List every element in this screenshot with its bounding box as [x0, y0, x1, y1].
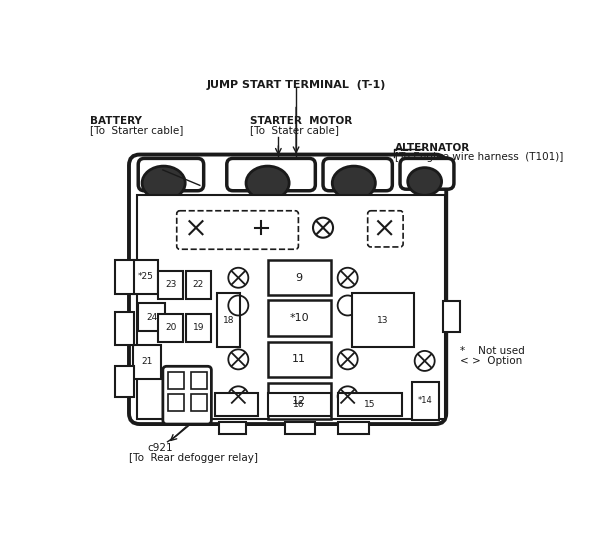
- Text: 23: 23: [165, 280, 176, 289]
- Bar: [267, 393, 331, 416]
- Bar: [115, 312, 133, 345]
- Bar: [186, 314, 210, 342]
- FancyBboxPatch shape: [323, 158, 392, 191]
- Text: [To  Stater cable]: [To Stater cable]: [250, 125, 339, 135]
- Bar: [267, 383, 331, 419]
- Text: ALTERNATOR: ALTERNATOR: [395, 143, 471, 153]
- Ellipse shape: [246, 166, 289, 200]
- Text: *    Not used: * Not used: [460, 345, 525, 355]
- FancyBboxPatch shape: [400, 158, 454, 189]
- FancyBboxPatch shape: [368, 211, 403, 247]
- FancyBboxPatch shape: [138, 158, 204, 191]
- Text: < >  Option: < > Option: [460, 355, 522, 366]
- FancyBboxPatch shape: [163, 366, 212, 424]
- FancyBboxPatch shape: [227, 158, 316, 191]
- Bar: [267, 342, 331, 377]
- Ellipse shape: [142, 166, 185, 200]
- Text: STARTER  MOTOR: STARTER MOTOR: [250, 116, 352, 126]
- Text: *14: *14: [418, 397, 433, 405]
- Text: 22: 22: [193, 280, 204, 289]
- Bar: [338, 393, 401, 416]
- Text: [To  Starter cable]: [To Starter cable]: [91, 125, 184, 135]
- Bar: [267, 260, 331, 295]
- Bar: [136, 195, 445, 419]
- Bar: [267, 300, 331, 336]
- Text: c921: c921: [147, 443, 173, 453]
- Text: 19: 19: [192, 323, 204, 332]
- Bar: [217, 293, 240, 347]
- Bar: [412, 382, 439, 420]
- Ellipse shape: [332, 166, 376, 200]
- Text: BATTERY: BATTERY: [91, 116, 142, 126]
- FancyBboxPatch shape: [129, 155, 446, 424]
- Ellipse shape: [407, 168, 442, 195]
- Text: *25: *25: [138, 272, 153, 282]
- Text: 13: 13: [377, 316, 389, 324]
- Bar: [443, 301, 460, 332]
- Bar: [284, 422, 316, 434]
- Text: 9: 9: [296, 273, 303, 283]
- Text: 16: 16: [293, 400, 305, 409]
- Text: 21: 21: [141, 357, 153, 366]
- Text: [To  Rear defogger relay]: [To Rear defogger relay]: [129, 453, 258, 463]
- Bar: [219, 422, 246, 434]
- Bar: [138, 303, 165, 331]
- Text: 12: 12: [292, 396, 307, 406]
- Text: 20: 20: [165, 323, 176, 332]
- Bar: [133, 260, 158, 294]
- Bar: [115, 366, 133, 397]
- Text: 18: 18: [222, 316, 234, 324]
- Bar: [133, 345, 161, 378]
- Bar: [168, 372, 185, 389]
- Bar: [352, 293, 414, 347]
- Text: [To Engine wire harness  (T101)]: [To Engine wire harness (T101)]: [395, 152, 564, 162]
- Bar: [168, 394, 185, 411]
- Text: 24: 24: [146, 312, 157, 322]
- Text: 11: 11: [292, 354, 306, 364]
- Bar: [191, 372, 207, 389]
- Bar: [191, 394, 207, 411]
- Bar: [115, 260, 133, 294]
- Bar: [215, 393, 258, 416]
- Text: *10: *10: [289, 313, 309, 323]
- Bar: [158, 314, 183, 342]
- Bar: [338, 422, 369, 434]
- FancyBboxPatch shape: [177, 211, 298, 249]
- Text: 15: 15: [364, 400, 376, 409]
- Bar: [158, 271, 183, 299]
- Bar: [186, 271, 210, 299]
- Text: JUMP START TERMINAL  (T-1): JUMP START TERMINAL (T-1): [206, 80, 386, 90]
